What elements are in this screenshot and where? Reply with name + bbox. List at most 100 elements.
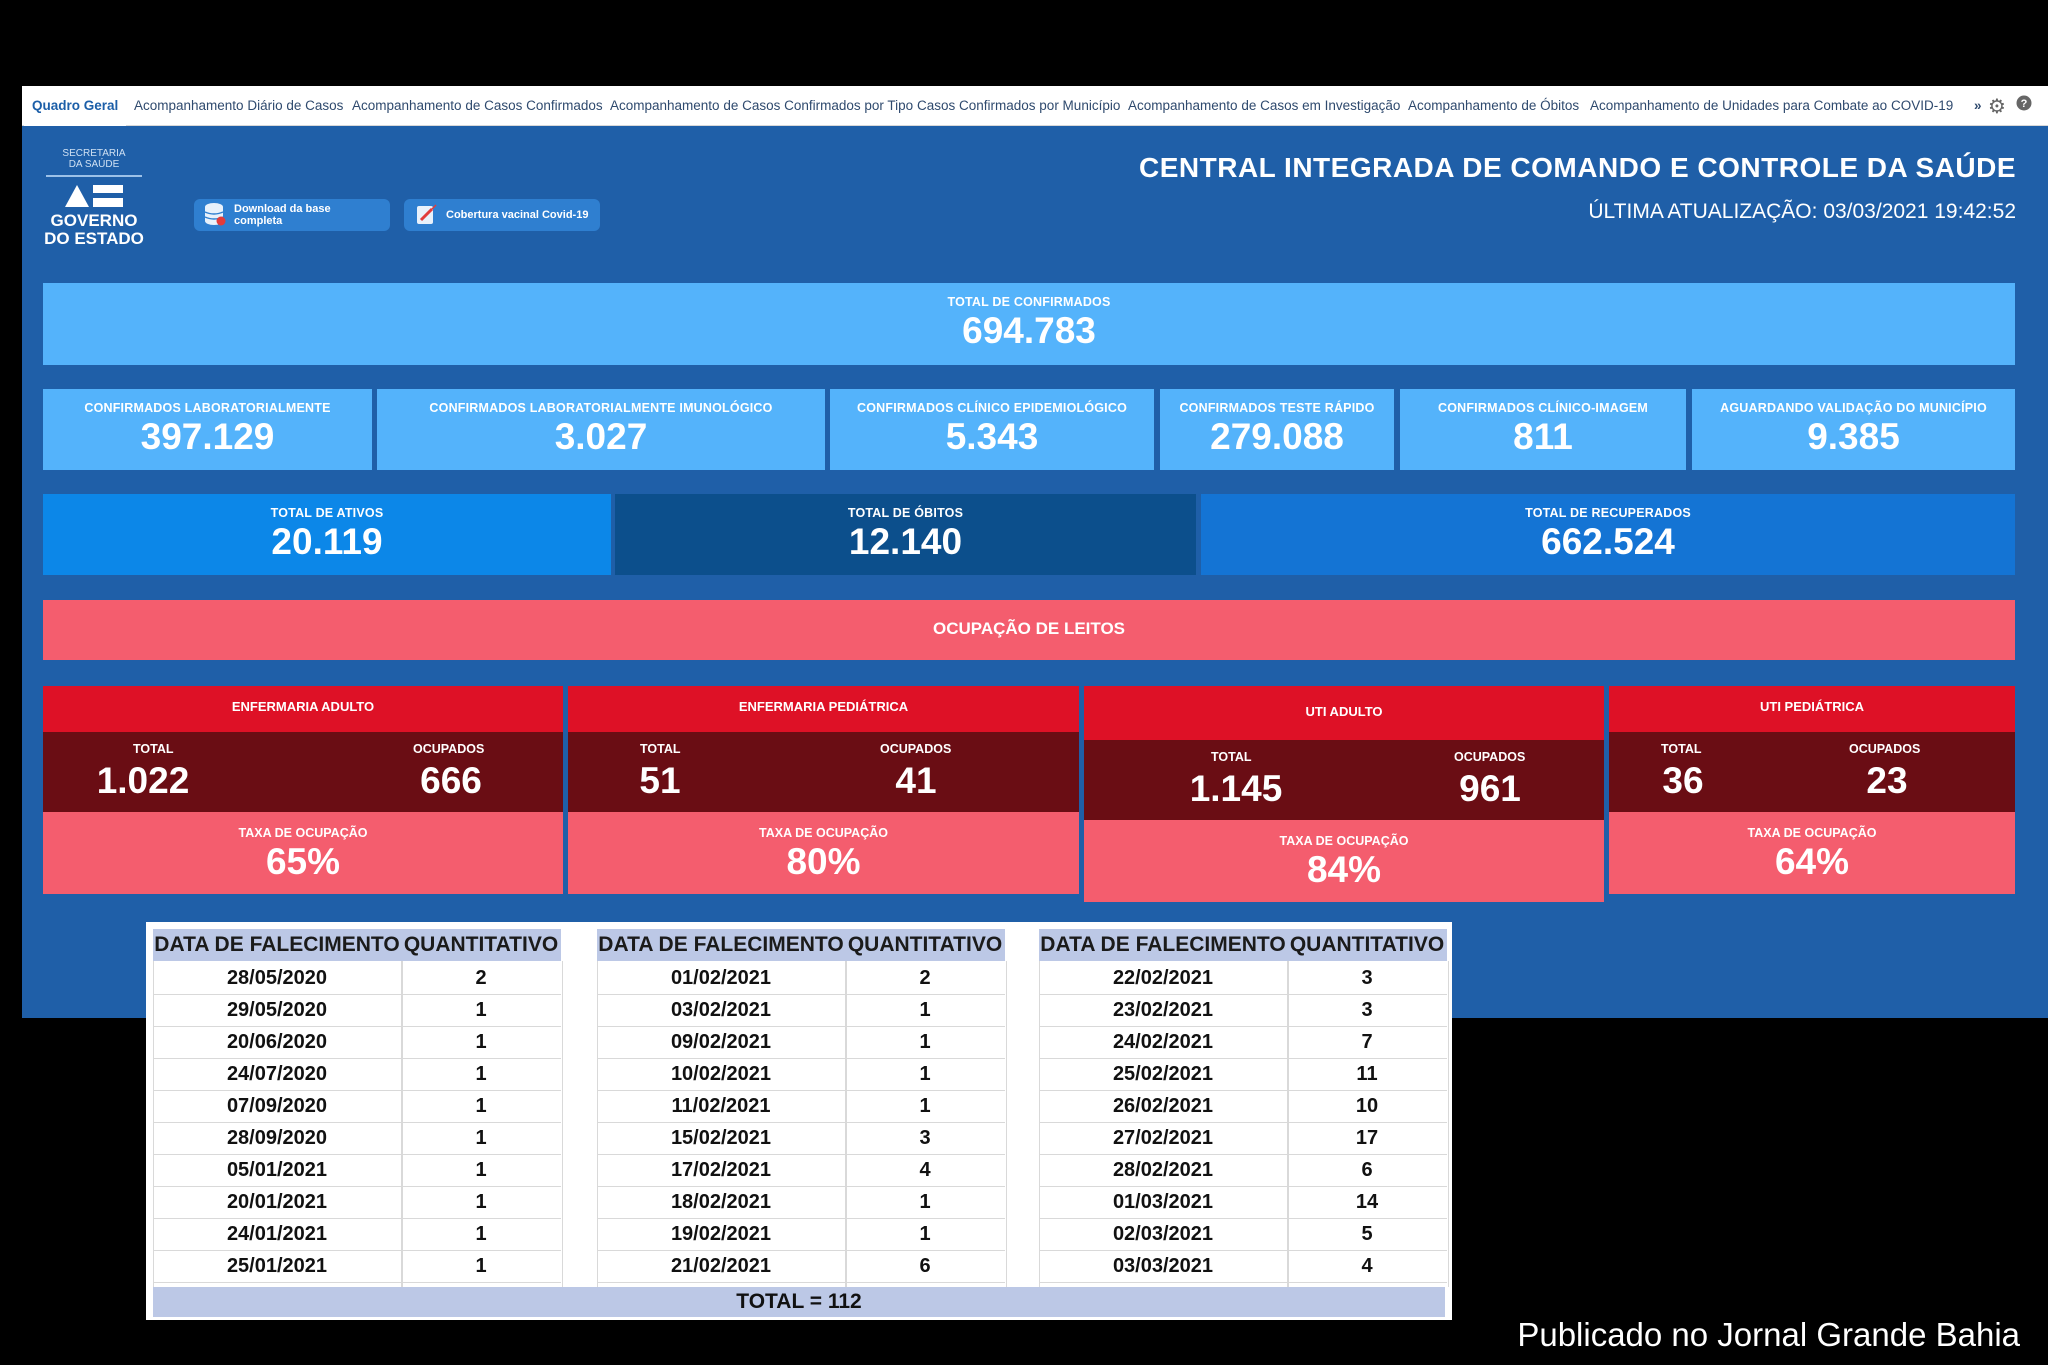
more-tabs-button[interactable]: » xyxy=(1974,98,1982,113)
confirmed-clinical-epi-card: CONFIRMADOS CLÍNICO EPIDEMIOLÓGICO 5.343 xyxy=(830,389,1154,470)
table-cell-quantity: 1 xyxy=(845,1027,1005,1059)
bed-counts: TOTAL 1.145 OCUPADOS 961 xyxy=(1084,740,1604,820)
bed-counts: TOTAL 36 OCUPADOS 23 xyxy=(1609,732,2015,812)
help-icon[interactable]: ? xyxy=(2016,94,2032,117)
table-cell-date: 24/01/2021 xyxy=(153,1219,401,1251)
confirmed-clinical-epi-value: 5.343 xyxy=(945,415,1039,457)
table-cell-date: 20/01/2021 xyxy=(153,1187,401,1219)
bed-panel-enfermaria-adulto: ENFERMARIA ADULTO TOTAL 1.022 OCUPADOS 6… xyxy=(43,686,563,894)
total-recovered-label: TOTAL DE RECUPERADOS xyxy=(1525,505,1691,520)
bed-total-value: 51 xyxy=(639,760,681,801)
logo-top-line2: DA SAÚDE xyxy=(68,159,120,170)
bed-counts: TOTAL 1.022 OCUPADOS 666 xyxy=(43,732,563,812)
table-column-border xyxy=(597,961,847,1287)
total-confirmed-value: 694.783 xyxy=(962,310,1096,351)
tab-casos-por-municipio[interactable]: Casos Confirmados por Município xyxy=(917,98,1121,113)
table-cell-date: 27/02/2021 xyxy=(1039,1123,1287,1155)
bed-title: ENFERMARIA PEDIÁTRICA xyxy=(568,686,1079,732)
bed-occupied-value: 23 xyxy=(1866,760,1908,801)
total-recovered-card: TOTAL DE RECUPERADOS 662.524 xyxy=(1201,494,2015,575)
confirmed-lab-label: CONFIRMADOS LABORATORIALMENTE xyxy=(84,400,331,415)
confirmed-rapid-test-value: 279.088 xyxy=(1210,415,1344,457)
confirmed-clinical-image-value: 811 xyxy=(1513,415,1573,457)
table-cell-quantity: 2 xyxy=(845,963,1005,995)
table-cell-quantity: 1 xyxy=(845,1091,1005,1123)
table-cell-date: 10/02/2021 xyxy=(597,1059,845,1091)
total-deaths-value: 12.140 xyxy=(848,520,963,562)
logo-divider xyxy=(46,175,142,177)
confirmed-clinical-image-label: CONFIRMADOS CLÍNICO-IMAGEM xyxy=(1437,400,1649,415)
bed-rate-value: 84% xyxy=(1306,849,1382,890)
bed-rate: TAXA DE OCUPAÇÃO 65% xyxy=(43,812,563,894)
table-cell-date: 23/02/2021 xyxy=(1039,995,1287,1027)
table-cell-quantity: 11 xyxy=(1287,1059,1447,1091)
bed-total-label: TOTAL xyxy=(1661,742,1702,756)
tab-casos-investigacao[interactable]: Acompanhamento de Casos em Investigação xyxy=(1128,98,1401,113)
tab-quadro-geral[interactable]: Quadro Geral xyxy=(24,86,127,129)
bed-occupied-label: OCUPADOS xyxy=(1454,750,1526,764)
tab-casos-por-tipo[interactable]: Acompanhamento de Casos Confirmados por … xyxy=(610,98,914,113)
total-recovered-value: 662.524 xyxy=(1541,520,1675,562)
confirmed-rapid-test-label: CONFIRMADOS TESTE RÁPIDO xyxy=(1179,400,1375,415)
total-active-value: 20.119 xyxy=(271,520,383,562)
total-deaths-label: TOTAL DE ÓBITOS xyxy=(847,505,964,520)
table-cell-date: 25/02/2021 xyxy=(1039,1059,1287,1091)
table-header-date: DATA DE FALECIMENTO xyxy=(153,929,401,961)
bed-panel-uti-pediatrica: UTI PEDIÁTRICA TOTAL 36 OCUPADOS 23 TAXA… xyxy=(1609,686,2015,894)
bed-total-value: 36 xyxy=(1662,760,1704,801)
download-database-button[interactable]: Download da base completa xyxy=(194,199,390,231)
table-cell-quantity: 1 xyxy=(401,1219,561,1251)
table-cell-date: 26/02/2021 xyxy=(1039,1091,1287,1123)
tab-casos-confirmados[interactable]: Acompanhamento de Casos Confirmados xyxy=(352,98,603,113)
syringe-icon xyxy=(414,202,438,229)
tab-acompanhamento-diario[interactable]: Acompanhamento Diário de Casos xyxy=(134,98,344,113)
total-active-card: TOTAL DE ATIVOS 20.119 xyxy=(43,494,611,575)
bed-occupied-label: OCUPADOS xyxy=(413,742,485,756)
table-header-quantity: QUANTITATIVO xyxy=(845,929,1005,961)
table-cell-quantity: 6 xyxy=(845,1251,1005,1283)
beds-occupancy-banner: OCUPAÇÃO DE LEITOS xyxy=(43,600,2015,660)
database-icon xyxy=(204,202,226,229)
table-header-quantity: QUANTITATIVO xyxy=(1287,929,1447,961)
bed-rate-label: TAXA DE OCUPAÇÃO xyxy=(1279,834,1409,848)
bed-rate: TAXA DE OCUPAÇÃO 84% xyxy=(1084,820,1604,902)
page-title: CENTRAL INTEGRADA DE COMANDO E CONTROLE … xyxy=(1139,152,2016,183)
bed-total-label: TOTAL xyxy=(1211,750,1252,764)
table-header-date: DATA DE FALECIMENTO xyxy=(1039,929,1287,961)
table-cell-date: 17/02/2021 xyxy=(597,1155,845,1187)
table-cell-date: 03/02/2021 xyxy=(597,995,845,1027)
tab-unidades-covid[interactable]: Acompanhamento de Unidades para Combate … xyxy=(1590,98,1954,113)
table-cell-date: 24/07/2020 xyxy=(153,1059,401,1091)
table-cell-date: 02/03/2021 xyxy=(1039,1219,1287,1251)
awaiting-validation-value: 9.385 xyxy=(1807,415,1900,457)
table-cell-quantity: 1 xyxy=(401,1059,561,1091)
svg-text:?: ? xyxy=(2021,98,2028,110)
table-cell-quantity: 1 xyxy=(401,995,561,1027)
gear-icon[interactable]: ⚙ xyxy=(1988,96,2006,118)
bed-total-label: TOTAL xyxy=(640,742,681,756)
table-cell-quantity: 1 xyxy=(401,1091,561,1123)
table-cell-quantity: 1 xyxy=(401,1155,561,1187)
table-column-border xyxy=(1287,961,1449,1287)
table-cell-quantity: 7 xyxy=(1287,1027,1447,1059)
table-cell-quantity: 4 xyxy=(1287,1251,1447,1283)
vaccine-coverage-button[interactable]: Cobertura vacinal Covid-19 xyxy=(404,199,600,231)
tab-obitos[interactable]: Acompanhamento de Óbitos xyxy=(1408,98,1580,113)
table-cell-quantity: 1 xyxy=(401,1123,561,1155)
bed-rate-value: 64% xyxy=(1774,841,1850,882)
awaiting-validation-label: AGUARDANDO VALIDAÇÃO DO MUNICÍPIO xyxy=(1720,400,1987,415)
bed-title: ENFERMARIA ADULTO xyxy=(43,686,563,732)
table-cell-quantity: 1 xyxy=(845,1219,1005,1251)
table-cell-date: 01/03/2021 xyxy=(1039,1187,1287,1219)
bed-occupied-value: 41 xyxy=(895,760,937,801)
table-cell-date: 21/02/2021 xyxy=(597,1251,845,1283)
table-column-border xyxy=(401,961,563,1287)
logo-main-line1: GOVERNO xyxy=(50,211,138,230)
confirmed-rapid-test-card: CONFIRMADOS TESTE RÁPIDO 279.088 xyxy=(1160,389,1394,470)
table-cell-quantity: 6 xyxy=(1287,1155,1447,1187)
table-cell-quantity: 1 xyxy=(845,995,1005,1027)
table-cell-quantity: 14 xyxy=(1287,1187,1447,1219)
confirmed-lab-immuno-label: CONFIRMADOS LABORATORIALMENTE IMUNOLÓGIC… xyxy=(429,400,773,415)
table-cell-date: 22/02/2021 xyxy=(1039,963,1287,995)
logo-main-line2: DO ESTADO xyxy=(44,229,144,248)
